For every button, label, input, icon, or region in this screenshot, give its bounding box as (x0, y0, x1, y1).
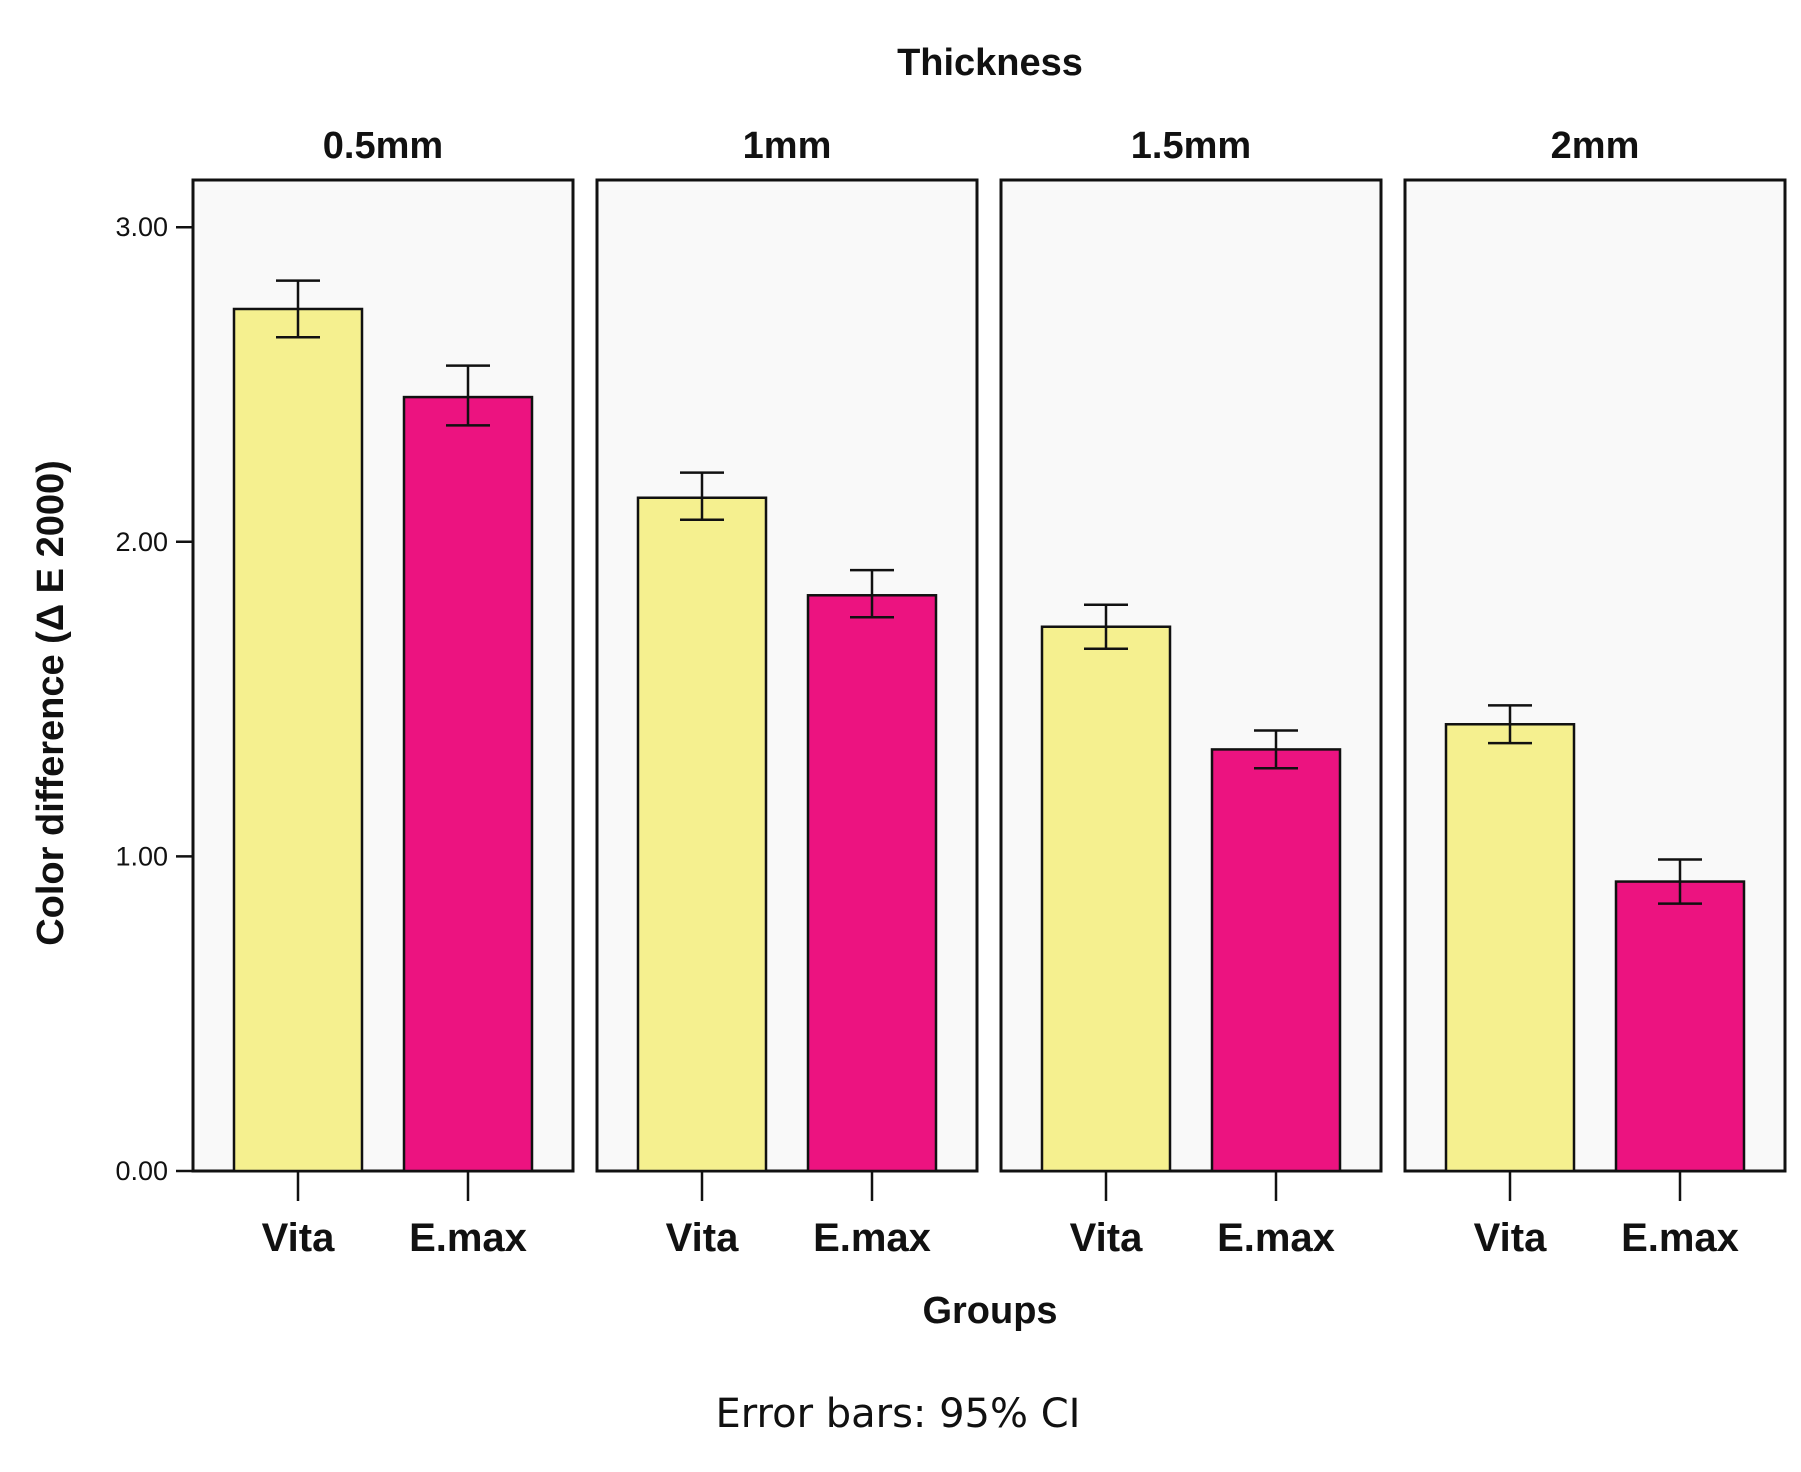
facet-panel: 2mm Vita E.max (1403, 125, 1787, 1260)
facet-panel: 1.5mm Vita E.max (999, 125, 1383, 1260)
chart-title: Thickness (897, 42, 1083, 84)
error-bar-footnote: Error bars: 95% CI (716, 1391, 1081, 1437)
error-bar (1084, 603, 1128, 651)
x-tick-label: E.max (409, 1216, 527, 1260)
x-tick-label: Vita (1474, 1216, 1547, 1260)
bar (1040, 625, 1172, 1173)
bar (1444, 723, 1576, 1173)
error-bar (276, 279, 320, 339)
bar (806, 594, 938, 1173)
facet-label: 1.5mm (1131, 125, 1251, 167)
y-axis-title: Color difference (Δ E 2000) (30, 460, 72, 946)
x-tick-label: E.max (813, 1216, 931, 1260)
y-axis: 0.00 1.00 2.00 3.00 (115, 212, 193, 1186)
x-tick-label: Vita (1070, 1216, 1143, 1260)
error-bar (680, 471, 724, 522)
bar (232, 307, 364, 1173)
bar (636, 496, 768, 1173)
error-bar (446, 364, 490, 427)
x-tick-label: E.max (1621, 1216, 1739, 1260)
facet-panel: 0.5mm Vita E.max (191, 125, 575, 1260)
error-bar (1488, 704, 1532, 745)
bar (1614, 880, 1746, 1173)
facet-label: 0.5mm (323, 125, 443, 167)
y-tick-label: 2.00 (115, 527, 168, 557)
facet-panels: 0.5mm Vita E.max 1mm Vita E.max 1.5mm Vita E.max… (191, 125, 1787, 1260)
x-tick-label: Vita (262, 1216, 335, 1260)
x-tick-label: Vita (666, 1216, 739, 1260)
y-tick-label: 1.00 (115, 841, 168, 871)
bar (1210, 748, 1342, 1173)
x-tick-label: E.max (1217, 1216, 1335, 1260)
bar (402, 395, 534, 1173)
x-axis-title: Groups (922, 1290, 1057, 1332)
error-bar (850, 568, 894, 619)
y-tick-label: 3.00 (115, 212, 168, 242)
facet-label: 1mm (743, 125, 832, 167)
error-bar (1658, 858, 1702, 905)
error-bar (1254, 729, 1298, 770)
facet-label: 2mm (1551, 125, 1640, 167)
facet-panel: 1mm Vita E.max (595, 125, 979, 1260)
y-tick-label: 0.00 (115, 1156, 168, 1186)
